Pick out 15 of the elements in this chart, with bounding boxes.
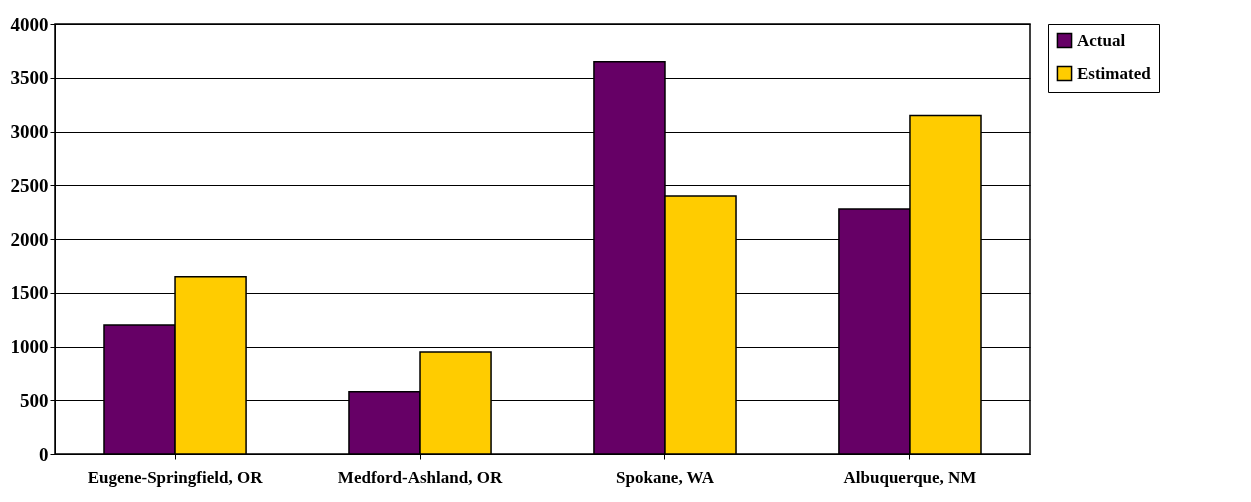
x-tick-label: Medford-Ashland, OR — [337, 467, 503, 487]
y-tick-label: 3500 — [10, 67, 49, 89]
y-tick-label: 1000 — [10, 336, 49, 357]
y-tick-label: 4000 — [10, 13, 49, 35]
x-tick-label: Eugene-Springfield, OR — [87, 467, 264, 487]
y-tick-label: 2000 — [10, 228, 49, 250]
x-tick-label: Spokane, WA — [616, 467, 715, 487]
legend-label: Estimated — [1077, 63, 1152, 83]
y-tick-label: 3000 — [10, 121, 49, 142]
legend-label: Actual — [1077, 30, 1126, 50]
y-tick-label: 0 — [39, 443, 49, 465]
x-tick-label: Albuquerque, NM — [843, 467, 977, 487]
y-tick-label: 500 — [20, 389, 49, 411]
y-tick-label: 2500 — [10, 174, 49, 196]
y-tick-label: 1500 — [10, 282, 49, 304]
